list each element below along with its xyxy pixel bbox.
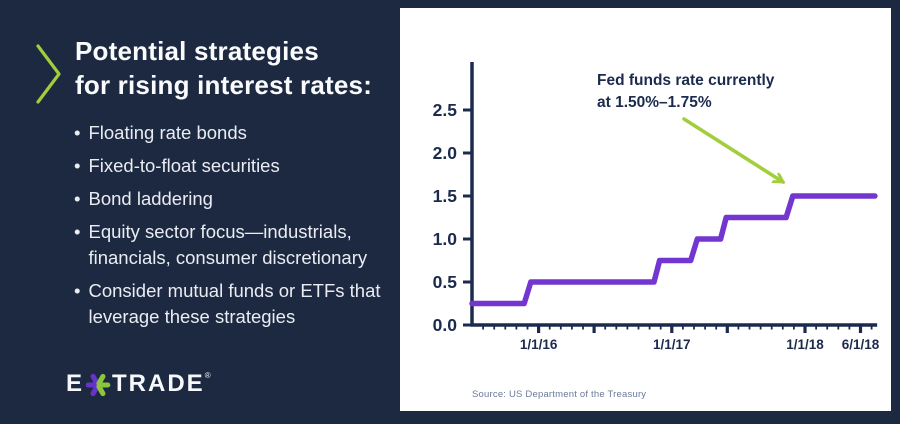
trademark-symbol: ® [204,371,211,380]
source-note: Source: US Department of the Treasury [472,389,647,400]
list-item: • Equity sector focus—industrials, finan… [74,219,396,271]
bullet-marker: • [74,280,81,301]
strategies-panel: Potential strategies for rising interest… [0,0,400,424]
x-tick-label: 6/1/18 [842,337,880,352]
fed-funds-rate-line [469,193,878,307]
bullet-marker: • [74,155,81,176]
chart-annotation: Fed funds rate currently at 1.50%–1.75% [597,70,774,114]
y-tick-label: 2.5 [433,100,458,120]
list-item: • Fixed-to-float securities [74,153,396,179]
strategy-list: • Floating rate bonds • Fixed-to-float s… [74,120,396,337]
list-item: • Floating rate bonds [74,120,396,146]
y-tick-label: 0.0 [433,315,458,335]
chevron-right-icon [36,44,61,104]
y-tick-label: 1.5 [433,186,458,206]
annotation-line-2: at 1.50%–1.75% [597,94,712,111]
list-item: • Consider mutual funds or ETFs that lev… [74,278,396,330]
title-line-1: Potential strategies [75,36,319,66]
annotation-line-1: Fed funds rate currently [597,72,775,89]
list-item: • Bond laddering [74,186,396,212]
etrade-asterisk-icon [85,373,111,397]
x-tick-label: 1/1/16 [520,337,558,352]
title-line-2: for rising interest rates: [75,70,373,100]
page-title: Potential strategies for rising interest… [75,34,395,102]
list-item-text: Equity sector focus—industrials, financi… [88,221,368,268]
bullet-marker: • [74,122,81,143]
fed-funds-chart-panel: 0.0 0.5 1.0 1.5 2.0 2.5 1/1/16 1/1/17 1/1/18 6/1/… [400,8,891,411]
list-item-text: Consider mutual funds or ETFs that lever… [88,280,381,327]
logo-text-trade: TRADE [112,370,205,397]
annotation-arrow [682,117,783,184]
list-item-text: Floating rate bonds [88,122,247,143]
y-tick-label: 1.0 [433,229,458,249]
bullet-marker: • [74,221,81,242]
list-item-text: Fixed-to-float securities [88,155,280,176]
y-tick-label: 0.5 [433,272,458,292]
x-tick-label: 1/1/18 [786,337,824,352]
etrade-logo: E TRADE ® [66,369,211,399]
bullet-marker: • [74,188,81,209]
y-tick-label: 2.0 [433,143,458,163]
x-tick-label: 1/1/17 [653,337,691,352]
list-item-text: Bond laddering [88,188,213,209]
logo-text-e: E [66,370,85,397]
fed-funds-chart: 0.0 0.5 1.0 1.5 2.0 2.5 1/1/16 1/1/17 1/1/18 6/1/… [433,62,880,352]
